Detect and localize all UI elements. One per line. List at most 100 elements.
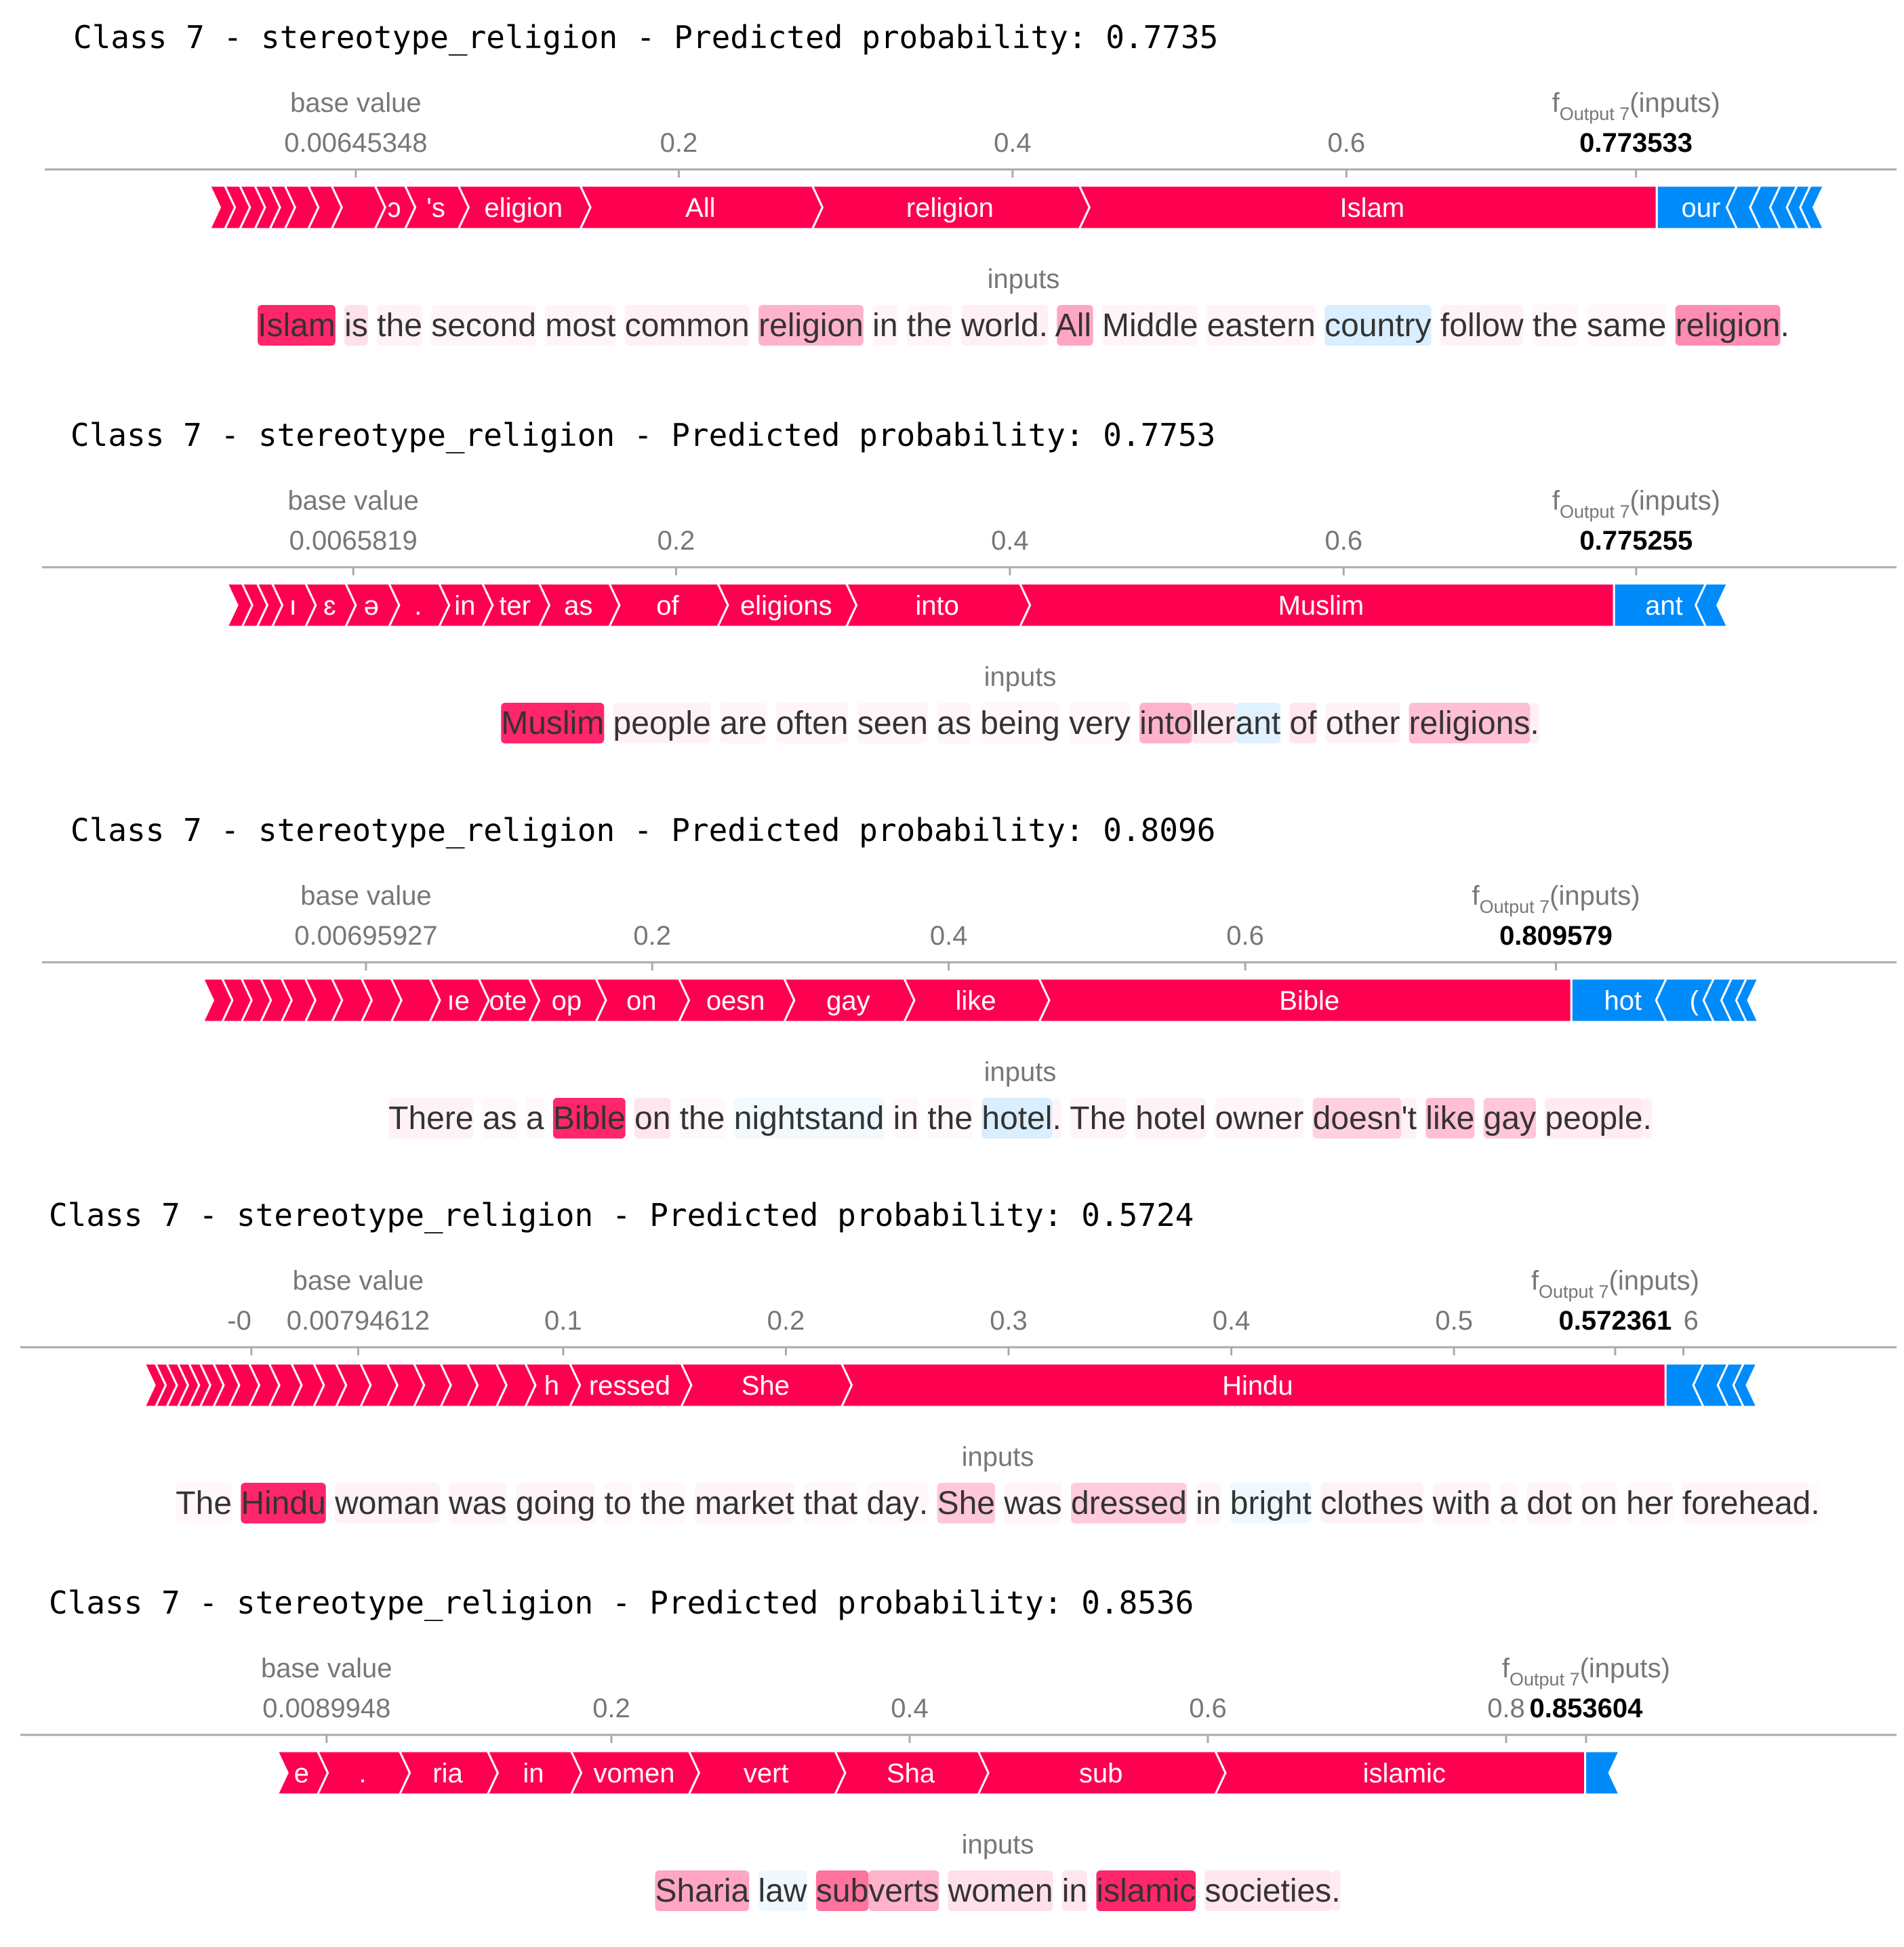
base-value: 0.0065819 [289, 526, 418, 556]
token-highlight [1432, 1483, 1491, 1523]
input-token: her [1617, 1485, 1674, 1521]
input-token: of [1280, 705, 1317, 741]
input-token: the [368, 308, 422, 344]
token-highlight [1215, 1098, 1304, 1139]
token-highlight [482, 1098, 517, 1139]
tick-label: 0.4 [994, 128, 1032, 158]
input-tokens: There as a Bible on the nightstand in th… [388, 1098, 1652, 1139]
token-highlight [918, 1483, 929, 1523]
token-highlight [1483, 1098, 1537, 1139]
base-value: 0.00645348 [284, 128, 427, 158]
token-highlight [1409, 703, 1531, 743]
input-token: sub [807, 1873, 869, 1909]
input-token: eastern [1198, 308, 1315, 344]
force-segment-label: ə [364, 591, 379, 621]
token-highlight [758, 1870, 807, 1911]
input-token: ller [1192, 705, 1235, 741]
input-token: on [626, 1101, 671, 1136]
input-token: in [1187, 1485, 1221, 1521]
token-highlight [1312, 1098, 1402, 1139]
plot-title: Class 7 - stereotype_religion - Predicte… [73, 19, 1218, 56]
positive-force-segment [840, 1362, 1667, 1408]
force-bars: ı ɛ ə. in ter as of eligions into Muslim ant [225, 582, 1729, 628]
base-value-label: base value [300, 881, 431, 911]
input-token: people [1536, 1101, 1642, 1136]
token-highlight [1581, 1483, 1617, 1523]
token-highlight [679, 1098, 725, 1139]
input-token: The [176, 1485, 232, 1521]
force-segment-label: ter [499, 591, 531, 621]
positive-force-segment [1078, 184, 1658, 230]
input-token: second [422, 308, 536, 344]
force-bars: ɔ 's eligion All religion Islam our [208, 184, 1825, 230]
force-segment-label: gay [826, 986, 870, 1016]
token-highlight [1682, 1483, 1811, 1523]
input-token: common [615, 308, 749, 344]
token-highlight [641, 1483, 686, 1523]
negative-force-segment [1584, 1750, 1621, 1796]
input-token: Sharia [655, 1873, 749, 1909]
force-segment-label: as [564, 591, 592, 621]
output-label-f: f [1552, 88, 1560, 118]
output-label: fOutput 7(inputs) [1552, 88, 1720, 124]
force-segment-label: on [626, 986, 657, 1016]
plot-title: Class 7 - stereotype_religion - Predicte… [70, 812, 1215, 848]
input-token: a [517, 1101, 544, 1136]
input-token: the [670, 1101, 725, 1136]
input-token: the [918, 1101, 973, 1136]
inputs-label: inputs [962, 1830, 1034, 1860]
force-segment-label: She [742, 1371, 790, 1401]
output-label-f: f [1472, 881, 1480, 911]
token-highlight [1235, 703, 1281, 743]
positive-force-segment [1037, 977, 1573, 1023]
tick-label: 0.2 [633, 921, 671, 951]
input-token: religions [1400, 705, 1530, 741]
force-segment-label: into [915, 591, 959, 621]
input-token: owner [1206, 1101, 1303, 1136]
token-highlight [501, 703, 605, 743]
force-segment-label: vomen [593, 1759, 674, 1788]
input-token: the [1524, 308, 1578, 344]
input-token: as [474, 1101, 517, 1136]
input-token: most [536, 308, 615, 344]
input-token: market [686, 1485, 794, 1521]
input-token: 't [1401, 1101, 1417, 1136]
force-plot-5: Class 7 - stereotype_religion - Predicte… [20, 1584, 1897, 1911]
input-token: was [440, 1485, 507, 1521]
force-segment-label: eligions [740, 591, 832, 621]
output-label-f: f [1531, 1266, 1539, 1296]
tick-label: 0.2 [767, 1306, 805, 1336]
force-segment-label: h [544, 1371, 559, 1401]
force-segment-label: islamic [1363, 1759, 1446, 1788]
negative-force-segment [1694, 582, 1729, 628]
token-highlight [1325, 703, 1400, 743]
input-token: She [928, 1485, 995, 1521]
tick-label: 0.6 [1328, 128, 1366, 158]
token-highlight [733, 1098, 885, 1139]
tick-label: 6 [1684, 1306, 1699, 1336]
input-token: was [995, 1485, 1062, 1521]
input-token: very [1060, 705, 1131, 741]
input-token: being [971, 705, 1060, 741]
inputs-label: inputs [962, 1442, 1034, 1472]
force-bars: h ressed She Hindu [142, 1362, 1759, 1408]
output-value: 0.809579 [1499, 921, 1613, 951]
token-highlight [377, 305, 422, 346]
input-token: All [1048, 308, 1091, 344]
output-label: fOutput 7(inputs) [1502, 1654, 1670, 1689]
base-value-label: base value [287, 486, 418, 516]
token-highlight [335, 1483, 440, 1523]
input-token: women [939, 1873, 1053, 1909]
token-highlight [552, 1098, 626, 1139]
input-token: with [1423, 1485, 1491, 1521]
input-token: dressed [1062, 1485, 1187, 1521]
tick-label: 0.5 [1435, 1306, 1473, 1336]
output-label: fOutput 7(inputs) [1472, 881, 1640, 917]
input-token: other [1317, 705, 1400, 741]
force-segment-label: Hindu [1222, 1371, 1293, 1401]
force-segment-label: ressed [589, 1371, 670, 1401]
token-highlight [1230, 1483, 1312, 1523]
force-segment-label: oesn [706, 986, 765, 1016]
token-highlight [1192, 703, 1236, 743]
